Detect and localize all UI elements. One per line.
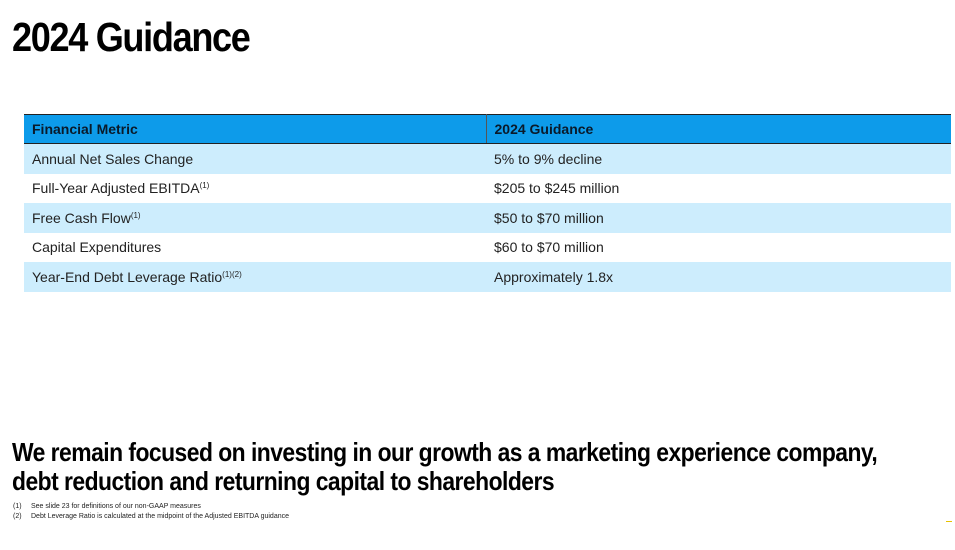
metric-cell: Full-Year Adjusted EBITDA(1) (24, 173, 486, 203)
metric-cell: Free Cash Flow(1) (24, 203, 486, 233)
metric-label: Annual Net Sales Change (32, 150, 194, 167)
footnote: (2) Debt Leverage Ratio is calculated at … (13, 512, 289, 522)
footnotes: (1) See slide 23 for definitions of our n… (13, 502, 289, 522)
guidance-cell: 5% to 9% decline (486, 143, 951, 174)
table-row: Free Cash Flow(1) $50 to $70 million (24, 203, 951, 233)
metric-cell: Annual Net Sales Change (24, 143, 486, 174)
guidance-cell: $205 to $245 million (486, 173, 951, 203)
metric-cell: Capital Expenditures (24, 232, 486, 262)
metric-label: Capital Expenditures (32, 239, 162, 256)
footnote-text: See slide 23 for definitions of our non-… (31, 503, 201, 510)
table-header-row: Financial Metric 2024 Guidance (24, 114, 951, 144)
guidance-cell: $50 to $70 million (486, 203, 951, 233)
metric-label: Year-End Debt Leverage Ratio (32, 268, 223, 285)
footnote-text: Debt Leverage Ratio is calculated at the… (31, 513, 289, 520)
metric-label: Full-Year Adjusted EBITDA (32, 180, 200, 197)
footnote-ref: (1)(2) (222, 269, 242, 279)
metric-label: Free Cash Flow (32, 209, 131, 226)
table-row: Capital Expenditures $60 to $70 million (24, 232, 951, 262)
footnote-number: (1) (13, 503, 22, 510)
footnote-number: (2) (13, 513, 22, 520)
column-header-metric: Financial Metric (24, 114, 487, 144)
guidance-cell: $60 to $70 million (486, 232, 951, 262)
table-row: Annual Net Sales Change 5% to 9% decline (24, 143, 951, 174)
footnote-ref: (1) (199, 181, 210, 191)
column-header-guidance: 2024 Guidance (486, 114, 951, 144)
guidance-cell: Approximately 1.8x (486, 262, 951, 292)
footnote-ref: (1) (130, 210, 141, 220)
table-row: Year-End Debt Leverage Ratio(1)(2) Appro… (24, 262, 951, 292)
corner-accent (946, 521, 952, 522)
page-title: 2024 Guidance (12, 14, 251, 60)
tagline: We remain focused on investing in our gr… (12, 437, 878, 496)
table-row: Full-Year Adjusted EBITDA(1) $205 to $24… (24, 173, 951, 203)
footnote: (1) See slide 23 for definitions of our n… (13, 502, 289, 512)
guidance-table: Financial Metric 2024 Guidance Annual Ne… (24, 114, 951, 292)
metric-cell: Year-End Debt Leverage Ratio(1)(2) (24, 262, 486, 292)
